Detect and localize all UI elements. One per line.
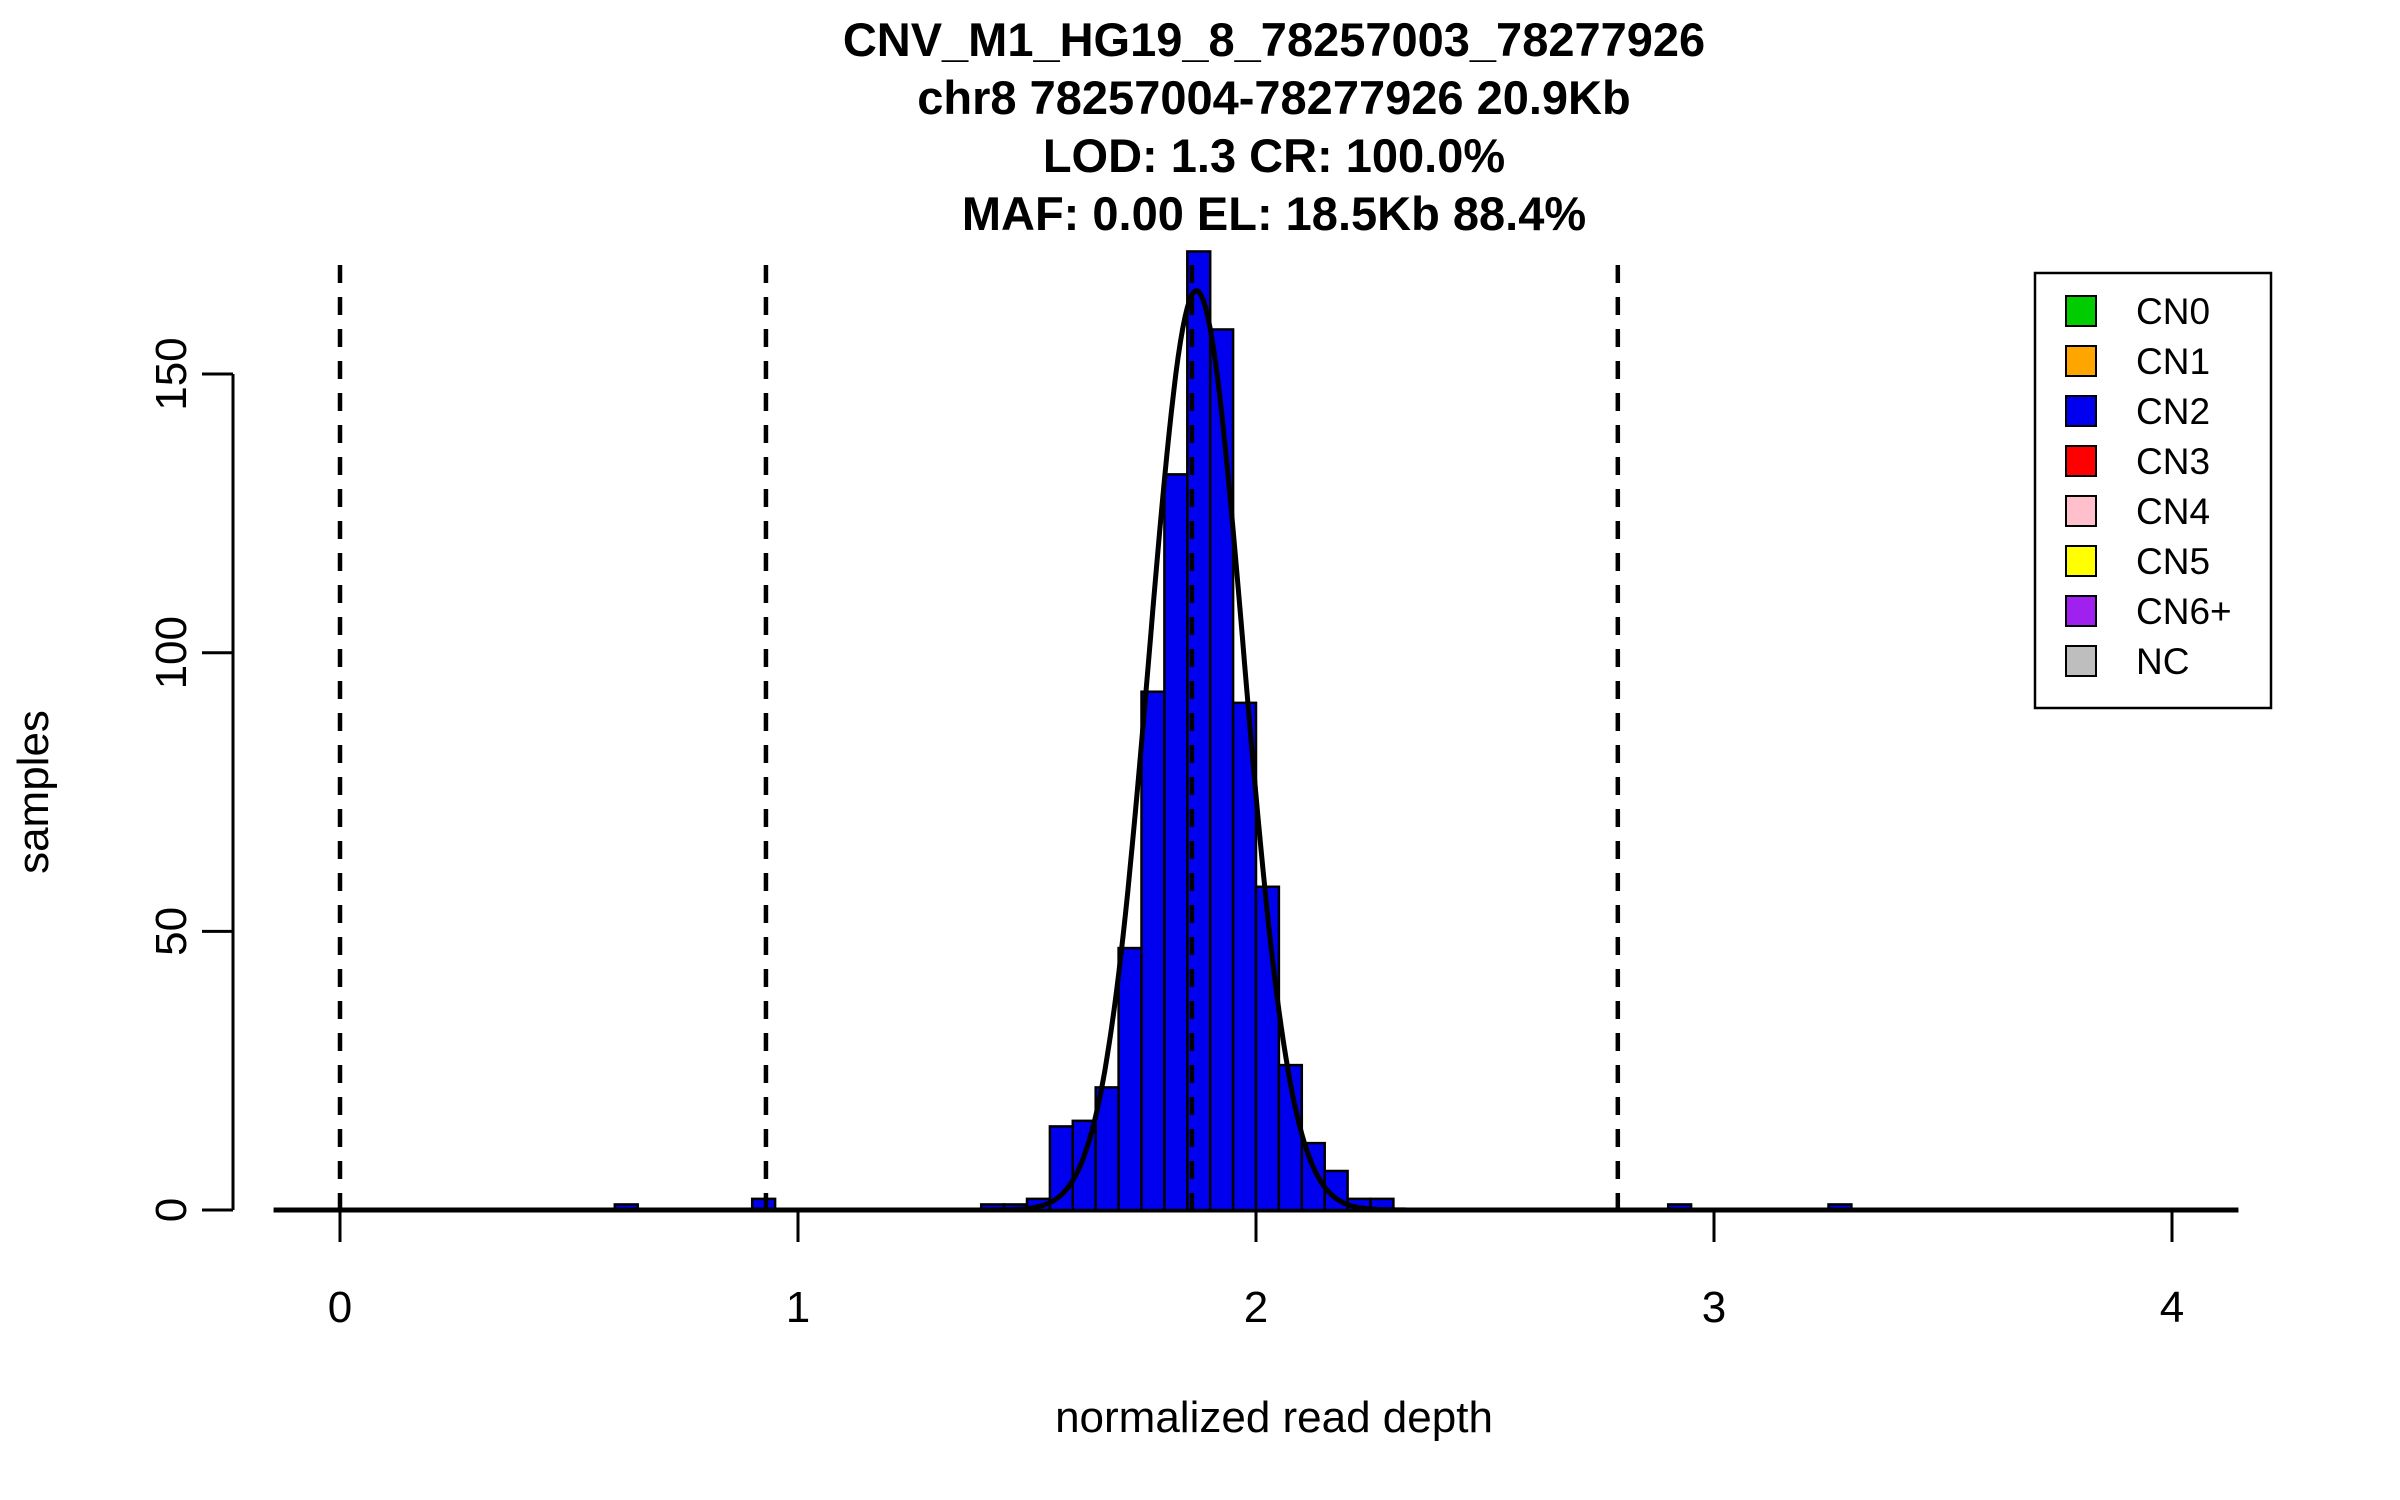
histogram-bar	[1140, 690, 1166, 1212]
histogram-bar	[1117, 946, 1143, 1212]
y-axis-label: samples	[9, 710, 58, 874]
x-tick-label: 2	[1244, 1283, 1268, 1332]
histogram-bar	[1208, 328, 1235, 1212]
x-tick-label: 3	[1702, 1283, 1726, 1332]
legend-label-NC: NC	[2136, 641, 2189, 682]
legend-swatch-NC	[2065, 645, 2097, 677]
title-line-3: LOD: 1.3 CR: 100.0%	[1043, 129, 1505, 182]
histogram-bars	[613, 250, 1853, 1212]
legend-swatch-CN5	[2065, 545, 2097, 577]
cn-boundary-lines	[337, 264, 1621, 1211]
title-line-2: chr8 78257004-78277926 20.9Kb	[917, 71, 1630, 124]
legend-label-CN3: CN3	[2136, 441, 2210, 482]
legend-label-CN2: CN2	[2136, 391, 2210, 432]
legend-label-CN4: CN4	[2136, 491, 2210, 532]
x-axis-label: normalized read depth	[1055, 1393, 1493, 1442]
x-tick-label: 1	[786, 1283, 810, 1332]
title-line-4: MAF: 0.00 EL: 18.5Kb 88.4%	[962, 187, 1586, 240]
legend-label-CN0: CN0	[2136, 291, 2210, 332]
x-tick-label: 0	[328, 1283, 352, 1332]
histogram-bar	[1163, 473, 1189, 1212]
legend-swatch-CN6+	[2065, 595, 2097, 627]
legend-swatch-CN3	[2065, 445, 2097, 477]
legend-swatch-CN0	[2065, 295, 2097, 327]
legend-label-CN5: CN5	[2136, 541, 2210, 582]
y-tick-label: 50	[147, 907, 196, 956]
title-line-1: CNV_M1_HG19_8_78257003_78277926	[843, 13, 1705, 66]
y-tick-label: 100	[147, 616, 196, 689]
x-axis: 0 1 2 3 4	[273, 1209, 2239, 1332]
legend-swatch-CN1	[2065, 345, 2097, 377]
y-axis: 0 50 100 150	[147, 337, 235, 1222]
legend-swatch-CN4	[2065, 495, 2097, 527]
legend-label-CN6+: CN6+	[2136, 591, 2232, 632]
legend-label-CN1: CN1	[2136, 341, 2210, 382]
y-tick-label: 0	[147, 1198, 196, 1222]
legend-swatch-CN2	[2065, 395, 2097, 427]
x-tick-label: 4	[2160, 1283, 2184, 1332]
y-tick-label: 150	[147, 337, 196, 410]
legend: CN0 CN1 CN2 CN3 CN4 CN5 CN6+ NC	[2033, 271, 2273, 710]
